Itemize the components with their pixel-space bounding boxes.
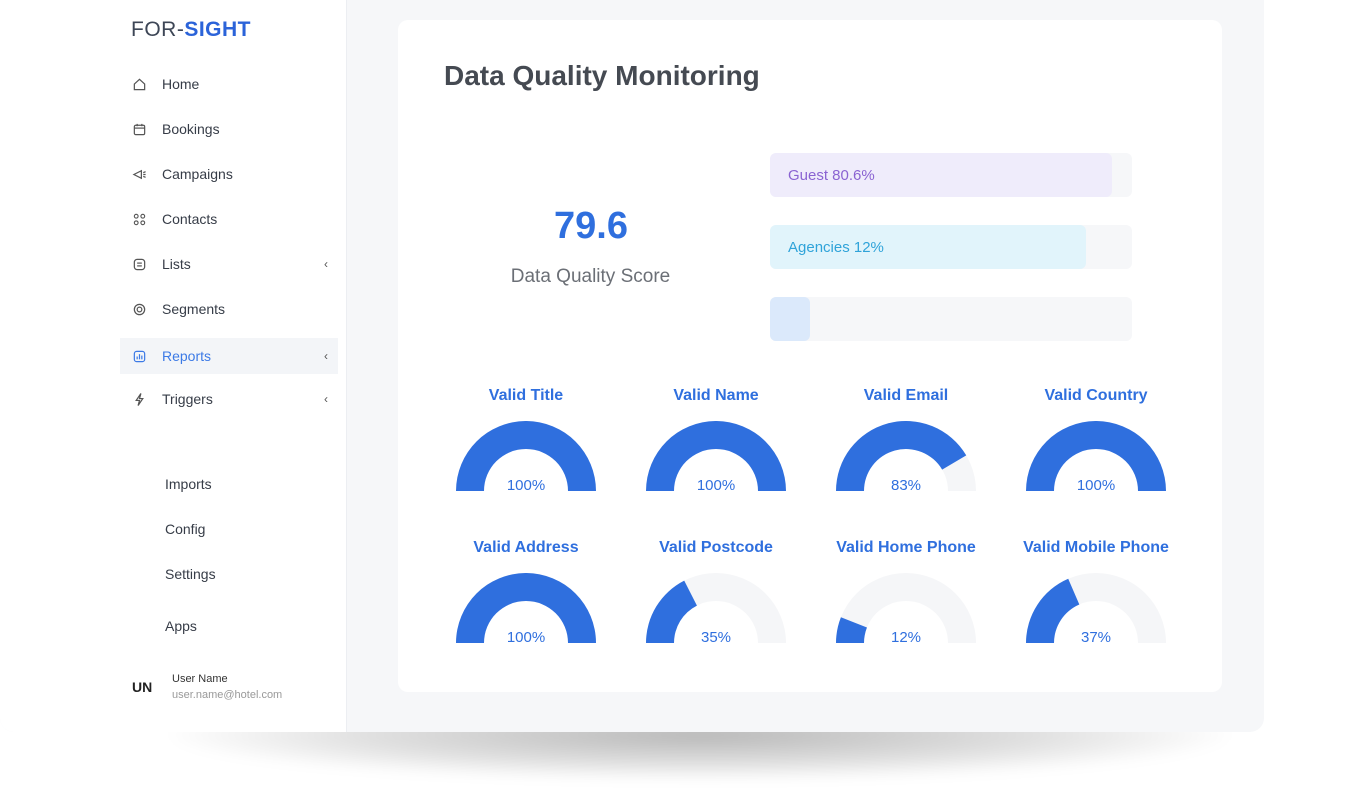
gauge-title: Valid Title [488,387,564,404]
sidebar-item-label: Segments [162,301,226,317]
sidebar-item-bookings[interactable]: Bookings [120,111,338,147]
agencies-bar: Agencies 12% [770,225,1132,269]
sidebar-item-label: Campaigns [162,166,233,182]
sidebar-item-label: Contacts [162,211,218,227]
agencies-bar-fill: Agencies 12% [770,225,1087,269]
contacts-icon [131,211,147,227]
gauge-fill [1026,421,1166,491]
gauge-chart [1026,573,1166,643]
gauge-title: Valid Mobile Phone [1023,539,1169,556]
segments-icon [131,301,147,317]
sidebar-item-label: Triggers [162,391,213,407]
gauge-value: 100% [506,477,546,494]
chevron-left-icon[interactable]: ‹ [324,349,328,363]
gauge-valid-home-phone: Valid Home Phone 12% [816,539,996,669]
sidebar-item-label: Lists [162,256,191,272]
sidebar-item-apps[interactable]: Apps [165,618,197,634]
gauge-valid-title: Valid Title 100% [436,387,616,517]
gauge-chart [1026,421,1166,491]
gauge-valid-name: Valid Name 100% [626,387,806,517]
sidebar-item-campaigns[interactable]: Campaigns [120,156,338,192]
gauge-chart [646,573,786,643]
other-bar [770,297,1132,341]
gauge-value: 100% [696,477,736,494]
gauge-fill [646,580,697,643]
agencies-bar-label: Agencies 12% [788,238,884,256]
logo: FOR-SIGHT [131,18,251,42]
sidebar-item-settings[interactable]: Settings [165,566,216,582]
report-chart-icon [131,348,147,364]
sidebar-item-label: Bookings [162,121,220,137]
sidebar-item-triggers[interactable]: Triggers ‹ [120,381,338,417]
gauge-fill [1026,578,1080,643]
avatar[interactable]: UN [132,679,153,695]
calendar-icon [131,121,147,137]
gauge-valid-mobile-phone: Valid Mobile Phone 37% [1006,539,1186,669]
data-quality-card: Data Quality Monitoring 79.6 Data Qualit… [398,20,1222,692]
sidebar-item-label: Home [162,76,200,92]
chevron-left-icon[interactable]: ‹ [324,257,328,271]
gauge-value: 100% [506,629,546,646]
gauge-fill [456,573,596,643]
page-title: Data Quality Monitoring [444,60,760,91]
user-name: User Name [172,673,228,685]
gauge-value: 83% [890,477,922,494]
other-bar-fill [770,297,810,341]
sidebar-item-label: Reports [162,348,212,364]
sidebar-item-imports[interactable]: Imports [165,476,212,492]
gauge-title: Valid Home Phone [836,539,976,556]
guest-bar: Guest 80.6% [770,153,1132,197]
gauge-track [836,573,976,643]
gauge-chart [456,421,596,491]
chevron-left-icon[interactable]: ‹ [324,392,328,406]
gauge-value: 37% [1080,629,1112,646]
gauge-chart [836,421,976,491]
gauge-value: 12% [890,629,922,646]
gauge-chart [456,573,596,643]
gauge-fill [836,421,967,491]
sidebar: FOR-SIGHT Home Bookings Campaigns Contac [0,0,347,732]
gauge-title: Valid Name [673,387,759,404]
sidebar-item-lists[interactable]: Lists ‹ [120,246,338,282]
sidebar-item-reports[interactable]: Reports ‹ [120,338,338,374]
gauge-fill [646,421,786,491]
gauge-fill [456,421,596,491]
score-value: 79.6 [554,205,628,247]
gauge-valid-country: Valid Country 100% [1006,387,1186,517]
sidebar-item-config[interactable]: Config [165,521,206,537]
sidebar-item-segments[interactable]: Segments [120,291,338,327]
gauge-valid-email: Valid Email 83% [816,387,996,517]
logo-part1: FOR- [131,18,185,41]
gauge-title: Valid Address [473,539,579,556]
sidebar-item-home[interactable]: Home [120,66,338,102]
lightning-icon [131,391,147,407]
gauge-chart [646,421,786,491]
gauge-title: Valid Country [1044,387,1148,404]
gauge-value: 35% [700,629,732,646]
megaphone-icon [131,166,147,182]
list-icon [131,256,147,272]
gauge-fill [836,617,867,643]
app-window: FOR-SIGHT Home Bookings Campaigns Contac [0,0,1222,732]
gauge-title: Valid Postcode [659,539,773,556]
score-label: Data Quality Score [510,266,671,287]
user-email: user.name@hotel.com [172,689,283,701]
gauge-chart [836,573,976,643]
gauge-valid-address: Valid Address 100% [436,539,616,669]
guest-bar-label: Guest 80.6% [788,166,875,184]
logo-part2: SIGHT [184,18,251,41]
gauge-value: 100% [1076,477,1116,494]
guest-bar-fill: Guest 80.6% [770,153,1113,197]
gauge-valid-postcode: Valid Postcode 35% [626,539,806,669]
gauge-title: Valid Email [863,387,949,404]
home-icon [131,76,147,92]
sidebar-item-contacts[interactable]: Contacts [120,201,338,237]
